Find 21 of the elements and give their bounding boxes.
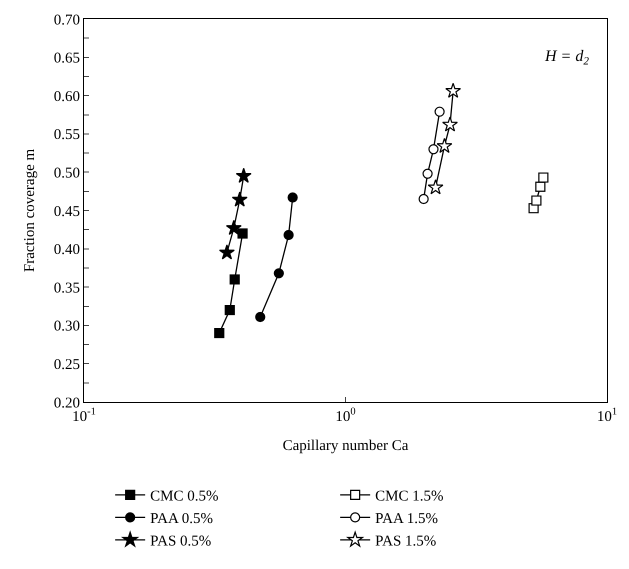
y-tick-label: 0.40 [54, 242, 80, 258]
legend-label: PAA 0.5% [150, 511, 213, 528]
legend-label: PAS 1.5% [375, 534, 436, 550]
x-tick-label: 10$^{0}$ [335, 406, 356, 425]
y-tick-label: 0.45 [54, 204, 80, 220]
y-tick-label: 0.30 [54, 318, 80, 335]
y-axis-title: Fraction coverage m [22, 148, 38, 272]
y-tick-label: 0.25 [54, 356, 80, 373]
x-axis-title: Capillary number Ca [282, 438, 409, 454]
legend-label: PAA 1.5% [375, 511, 438, 528]
y-tick-label: 0.70 [54, 12, 80, 28]
legend-label: PAS 0.5% [150, 534, 212, 550]
annotation: H = d$_{2}$ [544, 48, 590, 68]
y-tick-label: 0.35 [54, 280, 80, 296]
y-tick-label: 0.55 [54, 127, 80, 144]
y-tick-label: 0.65 [54, 50, 80, 67]
y-tick-label: 0.50 [54, 165, 80, 182]
y-tick-label: 0.60 [54, 88, 80, 105]
legend-label: CMC 1.5% [375, 488, 444, 505]
legend-label: CMC 0.5% [150, 488, 218, 505]
x-tick-label: 10$^{1}$ [596, 406, 618, 425]
